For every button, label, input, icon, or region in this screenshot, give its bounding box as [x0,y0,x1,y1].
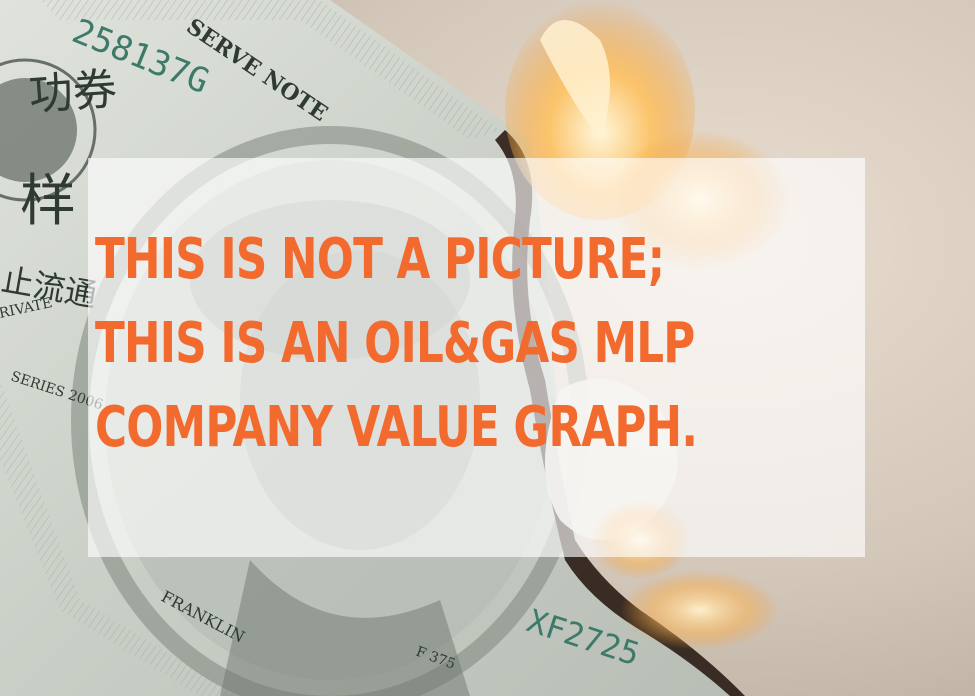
text-overlay-panel [88,158,865,557]
headline: THIS IS NOT A PICTURE; THIS IS AN OIL&GA… [95,218,698,470]
headline-line-3: COMPANY VALUE GRAPH. [95,395,698,460]
headline-line-1: THIS IS NOT A PICTURE; [95,227,665,292]
stamp-characters-1: 功券 [27,64,118,121]
headline-line-2: THIS IS AN OIL&GAS MLP [95,311,695,376]
stamp-characters-2: 样 [20,169,76,234]
